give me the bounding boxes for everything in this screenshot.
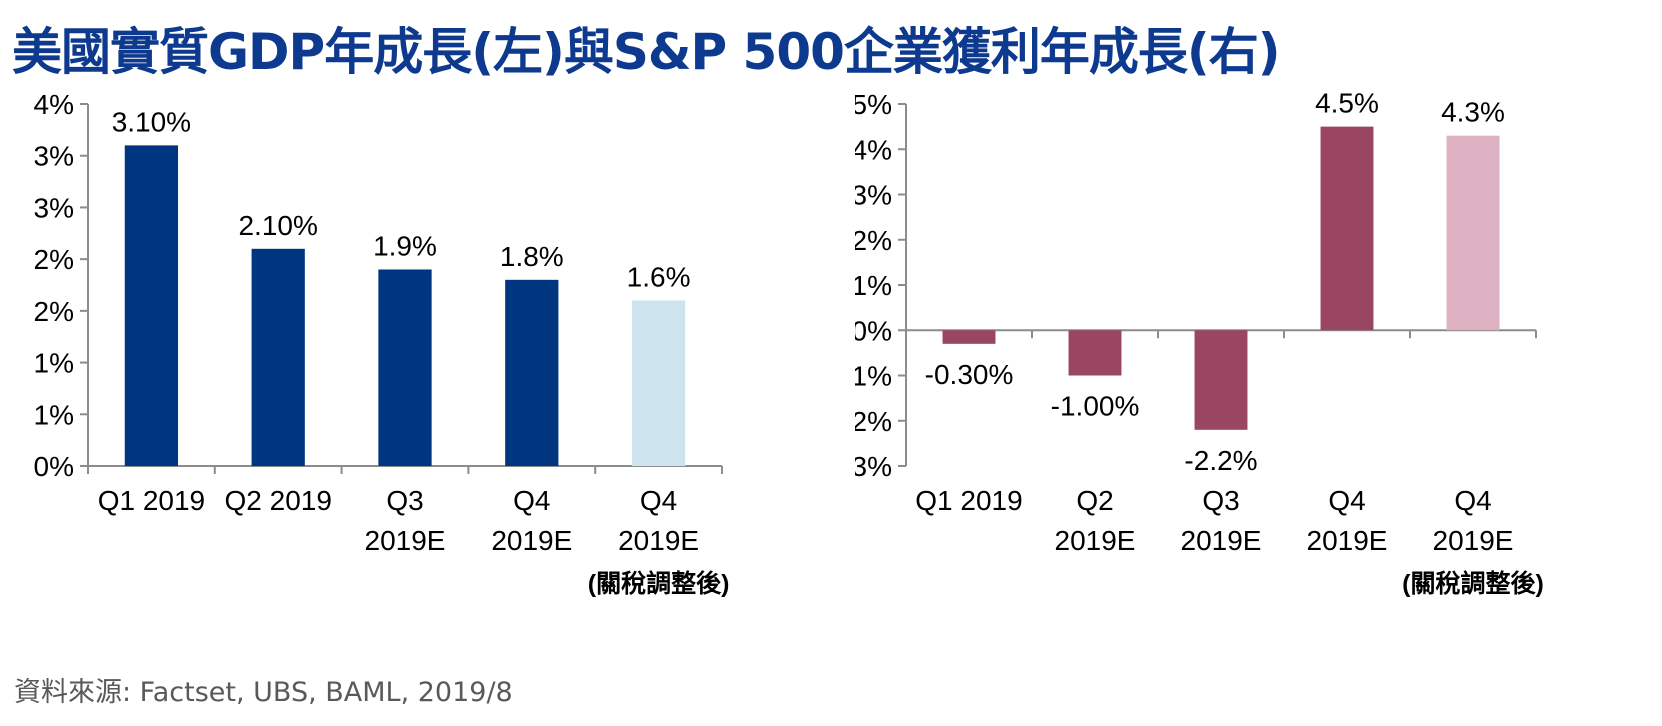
x-tick-label: Q3	[1202, 485, 1239, 516]
chart-title: 美國實質GDP年成長(左)與S&P 500企業獲利年成長(右)	[12, 23, 1281, 81]
x-tick-label: Q4	[640, 485, 677, 516]
x-tick-label: Q1 2019	[915, 485, 1022, 516]
data-label: 2.10%	[238, 210, 317, 241]
data-label: -0.30%	[925, 359, 1014, 390]
bar	[1320, 126, 1374, 331]
x-tick-label: 2019E	[1433, 525, 1514, 556]
data-label: -2.2%	[1184, 445, 1257, 476]
y-tick-label: -1%	[855, 361, 892, 392]
y-tick-label: 5%	[855, 89, 892, 120]
y-tick-label: 2%	[855, 225, 892, 256]
axis-note: (關稅調整後)	[1402, 569, 1544, 598]
y-tick-label: 1%	[855, 270, 892, 301]
y-tick-label: 1%	[34, 348, 74, 379]
y-tick-label: 1%	[34, 399, 74, 430]
data-label: -1.00%	[1051, 391, 1140, 422]
bar	[631, 300, 686, 466]
y-tick-label: 0%	[855, 315, 892, 346]
axis-note: (關稅調整後)	[588, 569, 730, 598]
y-tick-label: 3%	[34, 141, 74, 172]
data-label: 3.10%	[112, 106, 191, 137]
y-tick-label: -3%	[855, 451, 892, 482]
x-tick-label: Q4	[1454, 485, 1491, 516]
x-tick-label: Q1 2019	[98, 485, 205, 516]
x-tick-label: Q4	[1328, 485, 1365, 516]
bar	[124, 145, 179, 466]
x-tick-label: Q3	[386, 485, 423, 516]
x-tick-label: 2019E	[491, 525, 572, 556]
y-tick-label: 3%	[855, 180, 892, 211]
data-label: 1.8%	[500, 241, 564, 272]
bar	[1068, 330, 1122, 376]
bar	[251, 248, 305, 466]
gdp-growth-chart: 0% 1% 1% 2% 2% 3% 3% 4% 3.10% Q1 2019 2.10% Q2 2019…	[34, 89, 730, 598]
y-tick-label: -2%	[855, 406, 892, 437]
data-label: 1.9%	[373, 230, 437, 261]
y-tick-label: 4%	[855, 134, 892, 165]
bar	[1446, 135, 1500, 331]
y-tick-label: 2%	[34, 296, 74, 327]
bar	[1194, 330, 1248, 430]
x-tick-label: 2019E	[1181, 525, 1262, 556]
bar	[505, 279, 559, 466]
x-tick-label: 2019E	[1055, 525, 1136, 556]
y-tick-label: 4%	[34, 89, 74, 120]
y-tick-label: 2%	[34, 244, 74, 275]
x-tick-label: Q2 2019	[224, 485, 331, 516]
x-tick-label: 2019E	[618, 525, 699, 556]
bar	[942, 330, 996, 344]
data-label: 1.6%	[627, 262, 691, 293]
y-tick-label: 3%	[34, 192, 74, 223]
x-tick-label: 2019E	[365, 525, 446, 556]
x-tick-label: 2019E	[1307, 525, 1388, 556]
x-tick-label: Q2	[1076, 485, 1113, 516]
source-note: 資料來源: Factset, UBS, BAML, 2019/8	[14, 677, 513, 708]
data-label: 4.3%	[1441, 97, 1505, 128]
sp500-earnings-growth-chart: -3% -2% -1% 0% 1% 2% 3% 4% 5% -0.30% Q1 2019 -1.00%…	[855, 88, 1544, 598]
data-label: 4.5%	[1315, 88, 1379, 119]
x-tick-label: Q4	[513, 485, 550, 516]
y-tick-label: 0%	[34, 451, 74, 482]
bar	[378, 269, 432, 466]
